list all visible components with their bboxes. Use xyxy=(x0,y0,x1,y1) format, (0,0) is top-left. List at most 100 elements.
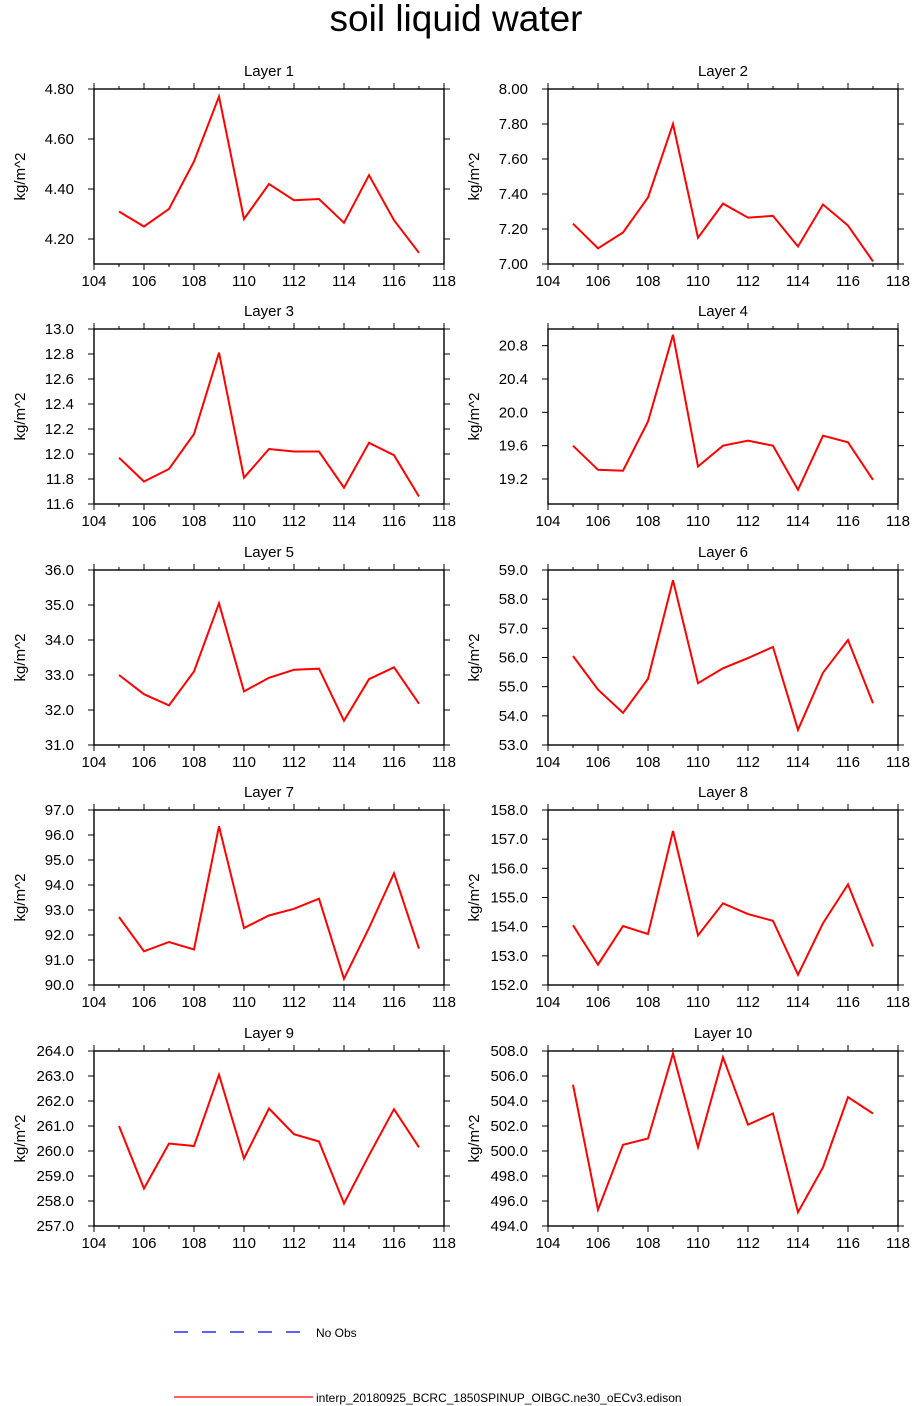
y-tick-label: 58.0 xyxy=(499,591,528,608)
chart-panel-2: Layer 2 kg/m^2 104 106 108 110 112 114 116 118 7.0… xyxy=(466,63,910,290)
y-tick-label: 7.20 xyxy=(499,221,528,238)
series-line xyxy=(118,826,420,982)
panel-title: Layer 7 xyxy=(244,784,294,801)
y-tick-label: 93.0 xyxy=(45,902,74,919)
chart-panel-1: Layer 1 kg/m^2 104 106 108 110 112 114 116 118 4.2… xyxy=(12,63,456,290)
y-tick-label: 90.0 xyxy=(45,977,74,994)
x-tick-label: 114 xyxy=(332,994,356,1011)
y-tick-label: 13.0 xyxy=(45,321,74,338)
x-tick-label: 118 xyxy=(886,513,910,530)
x-tick-label: 104 xyxy=(81,754,106,771)
x-tick-label: 106 xyxy=(585,754,610,771)
x-tick-label: 116 xyxy=(836,1235,860,1252)
y-tick-label: 53.0 xyxy=(499,737,528,754)
y-tick-label: 11.6 xyxy=(46,496,74,513)
x-tick-label: 106 xyxy=(585,994,610,1011)
x-tick-label: 108 xyxy=(181,754,206,771)
y-tick-label: 156.0 xyxy=(490,860,528,877)
x-tick-label: 114 xyxy=(786,994,810,1011)
x-tick-label: 106 xyxy=(585,1235,610,1252)
y-tick-label: 12.4 xyxy=(45,396,74,413)
x-tick-label: 112 xyxy=(282,754,306,771)
x-tick-label: 114 xyxy=(786,754,810,771)
panel-title: Layer 4 xyxy=(698,303,748,320)
y-tick-label: 154.0 xyxy=(490,919,528,936)
y-tick-label: 4.60 xyxy=(45,131,74,148)
x-tick-label: 118 xyxy=(432,754,456,771)
y-tick-label: 500.0 xyxy=(490,1143,528,1160)
x-tick-label: 116 xyxy=(836,273,860,290)
y-axis-label: kg/m^2 xyxy=(466,634,483,682)
y-tick-label: 34.0 xyxy=(45,632,74,649)
y-tick-label: 153.0 xyxy=(490,948,528,965)
y-tick-label: 12.2 xyxy=(45,421,74,438)
y-tick-label: 257.0 xyxy=(36,1218,74,1235)
x-tick-label: 114 xyxy=(332,754,356,771)
y-tick-label: 97.0 xyxy=(45,802,74,819)
y-tick-label: 496.0 xyxy=(490,1193,528,1210)
y-tick-label: 36.0 xyxy=(45,562,74,579)
y-tick-label: 54.0 xyxy=(499,708,528,725)
x-tick-label: 106 xyxy=(131,1235,156,1252)
x-tick-label: 108 xyxy=(635,1235,660,1252)
series-line xyxy=(118,1071,420,1206)
x-tick-label: 116 xyxy=(382,513,406,530)
y-axis-label: kg/m^2 xyxy=(12,1115,29,1163)
y-tick-label: 263.0 xyxy=(36,1068,74,1085)
x-tick-label: 114 xyxy=(332,513,356,530)
y-tick-label: 157.0 xyxy=(490,831,528,848)
x-tick-label: 108 xyxy=(635,513,660,530)
x-tick-label: 114 xyxy=(332,1235,356,1252)
y-tick-label: 57.0 xyxy=(499,620,528,637)
x-tick-label: 110 xyxy=(686,754,710,771)
x-tick-label: 110 xyxy=(686,273,710,290)
x-tick-label: 116 xyxy=(382,994,406,1011)
x-tick-label: 108 xyxy=(181,1235,206,1252)
y-tick-label: 32.0 xyxy=(45,702,74,719)
y-tick-label: 35.0 xyxy=(45,597,74,614)
y-tick-label: 494.0 xyxy=(490,1218,528,1235)
x-tick-label: 104 xyxy=(81,513,106,530)
x-tick-label: 106 xyxy=(131,754,156,771)
chart-panel-8: Layer 8 kg/m^2 104 106 108 110 112 114 116 118 152… xyxy=(466,784,910,1011)
y-tick-label: 7.00 xyxy=(499,256,528,273)
x-tick-label: 104 xyxy=(81,273,106,290)
y-axis-label: kg/m^2 xyxy=(12,153,29,201)
x-tick-label: 116 xyxy=(382,273,406,290)
x-tick-label: 104 xyxy=(535,754,560,771)
x-tick-label: 112 xyxy=(736,994,760,1011)
y-tick-label: 258.0 xyxy=(36,1193,74,1210)
x-tick-label: 110 xyxy=(232,273,256,290)
x-tick-label: 118 xyxy=(432,513,456,530)
x-tick-label: 118 xyxy=(432,1235,456,1252)
y-tick-label: 504.0 xyxy=(490,1093,528,1110)
x-tick-label: 118 xyxy=(432,273,456,290)
y-tick-label: 33.0 xyxy=(45,667,74,684)
x-tick-label: 112 xyxy=(736,273,760,290)
x-tick-label: 114 xyxy=(332,273,356,290)
y-tick-label: 95.0 xyxy=(45,852,74,869)
y-tick-label: 264.0 xyxy=(36,1043,74,1060)
y-tick-label: 56.0 xyxy=(499,650,528,667)
x-tick-label: 116 xyxy=(836,754,860,771)
panel-title: Layer 1 xyxy=(244,63,294,80)
y-tick-label: 19.2 xyxy=(499,471,528,488)
y-tick-label: 262.0 xyxy=(36,1093,74,1110)
y-tick-label: 508.0 xyxy=(490,1043,528,1060)
chart-panel-9: Layer 9 kg/m^2 104 106 108 110 112 114 116 118 257… xyxy=(12,1025,456,1252)
x-tick-label: 110 xyxy=(686,994,710,1011)
y-tick-label: 12.8 xyxy=(45,346,74,363)
y-tick-label: 152.0 xyxy=(490,977,528,994)
x-tick-label: 118 xyxy=(886,754,910,771)
y-tick-label: 4.40 xyxy=(45,181,74,198)
legend-obs-label: No Obs xyxy=(316,1326,357,1340)
x-tick-label: 108 xyxy=(635,994,660,1011)
y-tick-label: 260.0 xyxy=(36,1143,74,1160)
panel-title: Layer 3 xyxy=(244,303,294,320)
legend-model-label: interp_20180925_BCRC_1850SPINUP_OIBGC.ne… xyxy=(316,1391,682,1405)
panel-title: Layer 9 xyxy=(244,1025,294,1042)
y-tick-label: 4.80 xyxy=(45,81,74,98)
x-tick-label: 106 xyxy=(131,273,156,290)
